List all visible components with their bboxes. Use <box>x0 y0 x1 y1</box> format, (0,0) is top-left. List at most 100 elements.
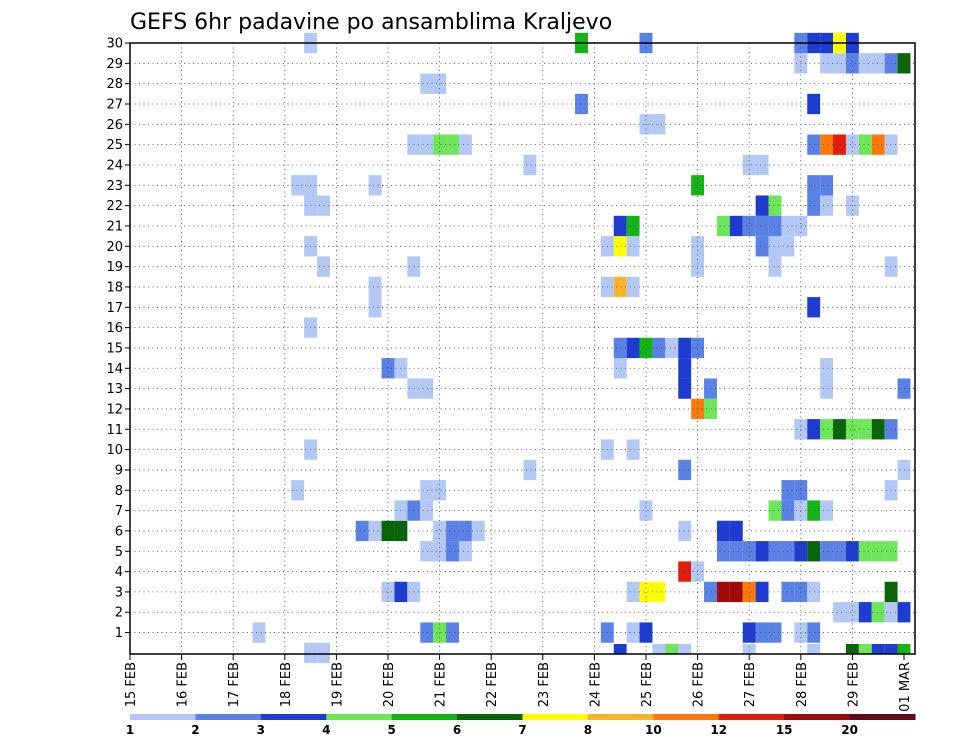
heatmap-cell <box>755 581 769 603</box>
heatmap-cell <box>755 541 769 562</box>
legend-label: 5 <box>387 723 395 737</box>
x-tick-label: 16 FEB <box>176 662 191 707</box>
heatmap-cell <box>755 195 769 216</box>
y-axis-ensemble-members: 1234567891011121314151617181920212223242… <box>106 37 130 641</box>
heatmap-cell <box>317 642 330 664</box>
x-tick-label: 15 FEB <box>124 662 139 707</box>
heatmap-cell <box>742 644 756 654</box>
y-tick-label: 20 <box>106 240 123 255</box>
heatmap-cell <box>678 644 692 654</box>
y-tick-label: 27 <box>106 97 123 112</box>
x-tick-label: 19 FEB <box>330 662 345 707</box>
heatmap-cell <box>833 419 846 440</box>
x-tick-label: 17 FEB <box>227 662 242 707</box>
y-tick-label: 5 <box>115 545 123 560</box>
y-tick-label: 15 <box>106 341 123 356</box>
heatmap-cell <box>884 644 898 654</box>
heatmap-cell <box>639 581 653 603</box>
heatmap-cell <box>471 520 485 542</box>
heatmap-cell <box>858 644 872 654</box>
y-tick-label: 17 <box>106 301 123 316</box>
heatmap-cell <box>304 642 318 664</box>
heatmap-cell <box>420 480 434 501</box>
x-tick-label: 21 FEB <box>434 662 449 707</box>
heatmap-cell <box>355 520 369 542</box>
heatmap-cell <box>716 520 730 542</box>
heatmap-cell <box>626 215 640 237</box>
heatmap-cell <box>613 358 627 379</box>
heatmap-cell <box>678 459 692 481</box>
heatmap-cell <box>433 480 447 501</box>
legend-color-swatch <box>849 714 916 720</box>
x-tick-label: 24 FEB <box>588 662 603 707</box>
heatmap-cell <box>871 134 885 155</box>
x-tick-label: 25 FEB <box>640 662 655 707</box>
legend-color-swatch <box>457 714 523 720</box>
legend-label: 12 <box>710 723 727 737</box>
heatmap-cell <box>820 175 834 196</box>
heatmap-cell <box>742 541 756 562</box>
y-tick-label: 1 <box>115 626 123 641</box>
heatmap-cell <box>433 520 447 542</box>
heatmap-cell <box>845 53 859 74</box>
x-tick-label: 20 FEB <box>382 662 397 707</box>
heatmap-cell <box>833 602 846 623</box>
x-tick-label: 01 MAR <box>898 662 913 712</box>
y-tick-label: 23 <box>106 179 123 194</box>
legend-color-swatch <box>130 714 196 720</box>
heatmap-cell <box>665 644 679 654</box>
heatmap-cell <box>807 541 821 562</box>
heatmap-cell <box>678 358 692 379</box>
y-tick-label: 16 <box>106 321 123 336</box>
heatmap-cell <box>458 520 472 542</box>
heatmap-cell <box>613 337 627 359</box>
heatmap-cell <box>871 419 885 440</box>
x-tick-label: 28 FEB <box>795 662 810 707</box>
legend-color-swatch <box>326 714 393 720</box>
x-tick-label: 18 FEB <box>279 662 294 707</box>
heatmap-cell <box>820 378 834 399</box>
legend-color-swatch <box>718 714 785 720</box>
heatmap-cell <box>768 256 782 277</box>
heatmap-cell <box>368 276 382 298</box>
heatmap-cell <box>858 602 872 623</box>
heatmap-cell <box>768 541 782 562</box>
heatmap-cell <box>446 541 459 562</box>
y-tick-label: 11 <box>106 423 123 438</box>
y-tick-label: 25 <box>106 138 123 153</box>
y-tick-label: 7 <box>115 504 123 519</box>
heatmap-cell <box>652 337 666 359</box>
heatmap-cell <box>458 541 472 562</box>
heatmap-cell <box>368 175 382 196</box>
heatmap-cell <box>678 378 692 399</box>
heatmap-cell <box>858 53 872 74</box>
heatmap-cell <box>833 134 846 155</box>
heatmap-cell <box>845 644 859 654</box>
heatmap-cell <box>652 644 666 654</box>
grid-lines <box>130 42 915 654</box>
legend-label: 15 <box>776 723 793 737</box>
legend-label: 8 <box>584 723 592 737</box>
heatmap-cell <box>807 297 821 318</box>
y-tick-label: 6 <box>115 524 123 539</box>
y-tick-label: 13 <box>106 382 123 397</box>
heatmap-cell <box>807 134 821 155</box>
legend-label: 4 <box>322 723 330 737</box>
heatmap-cell <box>807 195 821 216</box>
heatmap-cell <box>678 520 692 542</box>
heatmap-cell <box>768 195 782 216</box>
heatmap-cell <box>729 520 743 542</box>
heatmap-cell <box>858 419 872 440</box>
heatmap-cell <box>716 541 730 562</box>
legend-label: 7 <box>518 723 526 737</box>
legend-label: 1 <box>126 723 134 737</box>
heatmap-cell <box>820 134 834 155</box>
heatmap-cell <box>381 581 395 603</box>
y-tick-label: 9 <box>115 463 123 478</box>
heatmap-cell <box>613 215 627 237</box>
legend-label: 10 <box>645 723 662 737</box>
heatmap-cell <box>523 154 537 176</box>
heatmap-cell <box>729 215 743 237</box>
heatmap-cell <box>613 276 627 298</box>
